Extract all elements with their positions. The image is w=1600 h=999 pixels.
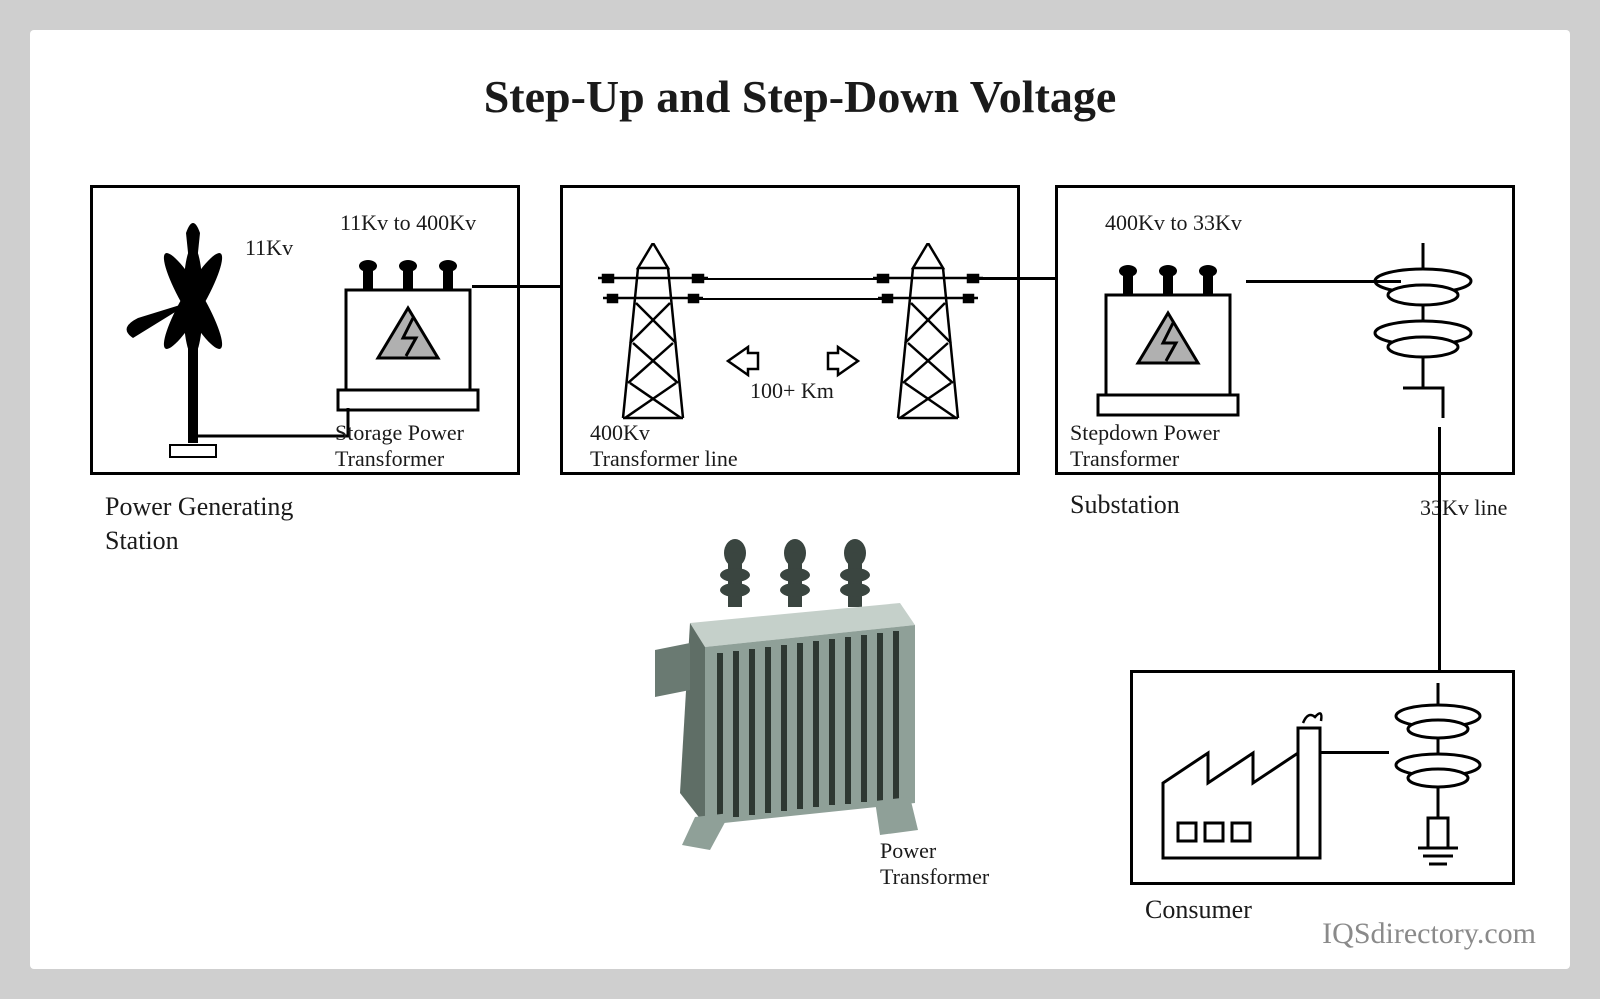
tower-right-icon — [863, 243, 993, 423]
tx-wires-icon — [698, 273, 888, 303]
stepup-transformer-icon — [328, 248, 488, 418]
box-consumer — [1130, 670, 1515, 885]
connector-line-icon — [188, 406, 353, 446]
diagram-title: Step-Up and Step-Down Voltage — [30, 70, 1570, 123]
stepup-range-label: 11Kv to 400Kv — [340, 210, 476, 236]
consumer-isolator-icon — [1373, 683, 1503, 878]
power-transformer-icon — [620, 535, 950, 875]
distance-arrows-icon — [723, 343, 863, 383]
consumer-label: Consumer — [1145, 895, 1252, 925]
stepup-name-label: Storage Power Transformer — [335, 420, 464, 473]
connector-line — [1246, 280, 1401, 283]
txline-label: 400Kv Transformer line — [590, 420, 738, 473]
vertical-line — [1438, 427, 1441, 682]
station-name-label: Power Generating Station — [105, 490, 293, 558]
diagram-canvas: Step-Up and Step-Down Voltage — [30, 30, 1570, 969]
stepdown-range-label: 400Kv to 33Kv — [1105, 210, 1242, 236]
connector-line — [1319, 751, 1389, 754]
isolator-icon — [1348, 243, 1498, 443]
power-tx-label: Power Transformer — [880, 838, 989, 891]
substation-label: Substation — [1070, 490, 1180, 520]
stepdown-name-label: Stepdown Power Transformer — [1070, 420, 1220, 473]
line33-label: 33Kv line — [1420, 495, 1507, 521]
stepdown-transformer-icon — [1088, 253, 1248, 423]
footer-credit: IQSdirectory.com — [1322, 917, 1536, 951]
tower-left-icon — [588, 243, 718, 423]
distance-label: 100+ Km — [750, 378, 834, 404]
turbine-voltage-label: 11Kv — [245, 235, 293, 261]
factory-icon — [1153, 703, 1343, 873]
